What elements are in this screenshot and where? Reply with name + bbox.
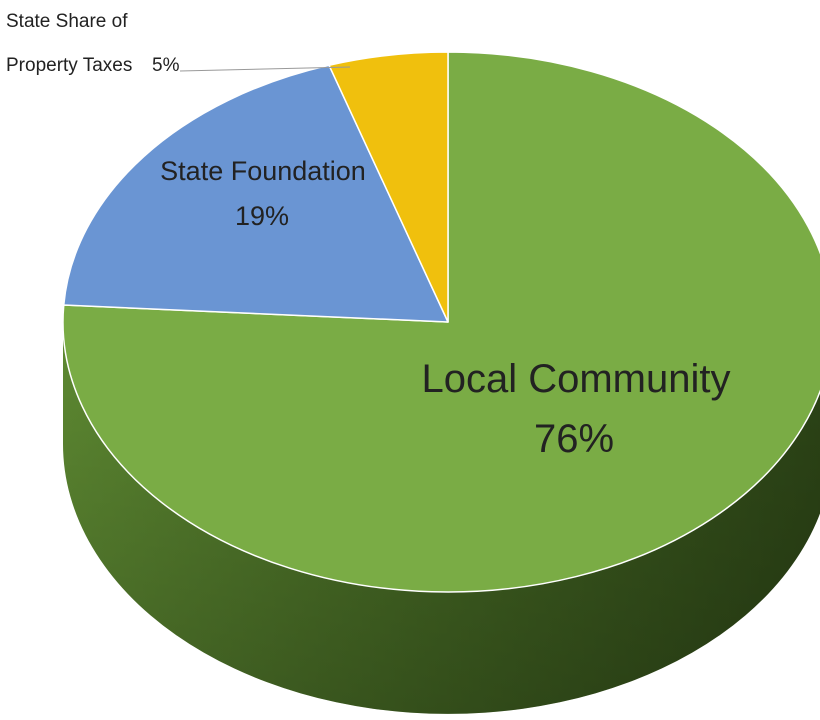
- pie-side-shading: [63, 322, 820, 714]
- pie-slice-state-foundation: [63, 64, 449, 323]
- callout-line2: Property Taxes: [6, 55, 132, 76]
- slice-label-local-community: Local Community: [421, 357, 730, 401]
- pie-labels: State Foundation 19% Local Community 76%…: [6, 11, 731, 461]
- slice-value-state-foundation: 19%: [235, 201, 289, 231]
- slice-value-local-community: 76%: [534, 417, 614, 461]
- pie-slice-state-share-of-property-taxes: [328, 51, 449, 323]
- callout-value: 5%: [152, 55, 180, 76]
- pie-side-wall: [63, 322, 820, 714]
- callout-line1: State Share of: [6, 11, 128, 32]
- slice-label-state-foundation: State Foundation: [160, 156, 366, 186]
- pie-top-face: [62, 51, 820, 593]
- callout-leader-line: [179, 66, 351, 72]
